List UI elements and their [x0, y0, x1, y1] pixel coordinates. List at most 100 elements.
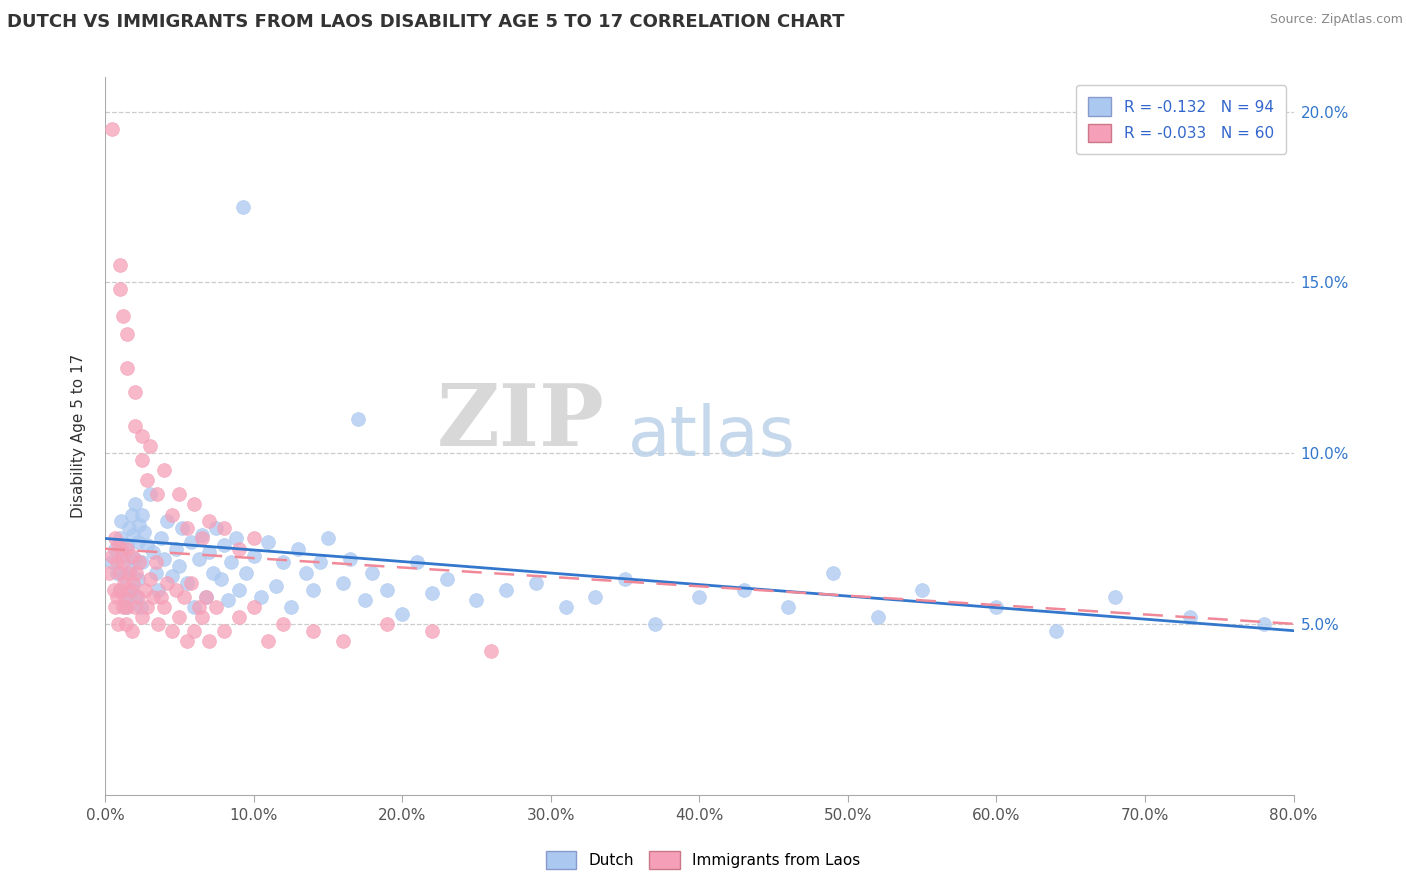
Point	[1178, 610, 1201, 624]
Point	[406, 555, 429, 569]
Point	[294, 566, 316, 580]
Point	[264, 579, 287, 593]
Point	[160, 624, 183, 638]
Point	[108, 532, 131, 546]
Point	[465, 593, 488, 607]
Point	[250, 590, 273, 604]
Point	[361, 566, 384, 580]
Point	[103, 582, 125, 597]
Point	[1253, 616, 1275, 631]
Point	[583, 590, 606, 604]
Text: ZIP: ZIP	[436, 380, 605, 464]
Point	[228, 610, 250, 624]
Point	[127, 534, 149, 549]
Point	[554, 599, 576, 614]
Point	[129, 599, 152, 614]
Point	[911, 582, 934, 597]
Point	[332, 575, 354, 590]
Text: Source: ZipAtlas.com: Source: ZipAtlas.com	[1270, 13, 1403, 27]
Point	[124, 552, 146, 566]
Point	[257, 634, 280, 648]
Point	[131, 429, 153, 443]
Point	[1104, 590, 1126, 604]
Point	[148, 616, 170, 631]
Text: DUTCH VS IMMIGRANTS FROM LAOS DISABILITY AGE 5 TO 17 CORRELATION CHART: DUTCH VS IMMIGRANTS FROM LAOS DISABILITY…	[7, 13, 845, 31]
Point	[778, 599, 800, 614]
Point	[150, 590, 173, 604]
Point	[180, 534, 202, 549]
Point	[688, 590, 710, 604]
Point	[146, 487, 169, 501]
Point	[169, 487, 191, 501]
Point	[169, 558, 191, 573]
Point	[98, 566, 121, 580]
Point	[242, 532, 264, 546]
Point	[316, 532, 339, 546]
Point	[165, 541, 187, 556]
Point	[108, 582, 131, 597]
Point	[105, 566, 128, 580]
Point	[111, 549, 134, 563]
Point	[198, 634, 221, 648]
Point	[114, 599, 136, 614]
Point	[733, 582, 755, 597]
Point	[153, 463, 176, 477]
Point	[242, 549, 264, 563]
Point	[212, 538, 235, 552]
Point	[104, 599, 127, 614]
Point	[198, 515, 221, 529]
Point	[420, 586, 443, 600]
Point	[302, 624, 325, 638]
Point	[986, 599, 1008, 614]
Point	[183, 497, 205, 511]
Point	[212, 521, 235, 535]
Point	[145, 555, 167, 569]
Point	[107, 538, 129, 552]
Point	[187, 552, 209, 566]
Point	[141, 545, 163, 559]
Point	[156, 515, 179, 529]
Point	[524, 575, 547, 590]
Point	[173, 590, 195, 604]
Text: atlas: atlas	[628, 402, 796, 469]
Point	[122, 575, 145, 590]
Point	[271, 616, 294, 631]
Point	[120, 562, 142, 576]
Point	[205, 599, 228, 614]
Point	[104, 541, 127, 556]
Point	[135, 599, 157, 614]
Point	[176, 634, 198, 648]
Point	[375, 616, 398, 631]
Point	[195, 590, 218, 604]
Point	[105, 555, 128, 569]
Point	[121, 582, 143, 597]
Point	[332, 634, 354, 648]
Point	[135, 538, 157, 552]
Point	[112, 590, 135, 604]
Point	[107, 616, 129, 631]
Point	[110, 515, 132, 529]
Point	[176, 575, 198, 590]
Point	[479, 644, 502, 658]
Point	[150, 532, 173, 546]
Point	[141, 590, 163, 604]
Point	[346, 412, 368, 426]
Point	[866, 610, 889, 624]
Point	[391, 607, 413, 621]
Point	[131, 453, 153, 467]
Point	[613, 573, 636, 587]
Point	[644, 616, 666, 631]
Point	[121, 508, 143, 522]
Point	[101, 555, 124, 569]
Point	[134, 582, 156, 597]
Point	[172, 521, 194, 535]
Point	[309, 555, 332, 569]
Point	[131, 610, 153, 624]
Point	[118, 566, 141, 580]
Point	[117, 590, 139, 604]
Point	[339, 552, 361, 566]
Point	[121, 624, 143, 638]
Point	[436, 573, 458, 587]
Point	[160, 508, 183, 522]
Point	[108, 282, 131, 296]
